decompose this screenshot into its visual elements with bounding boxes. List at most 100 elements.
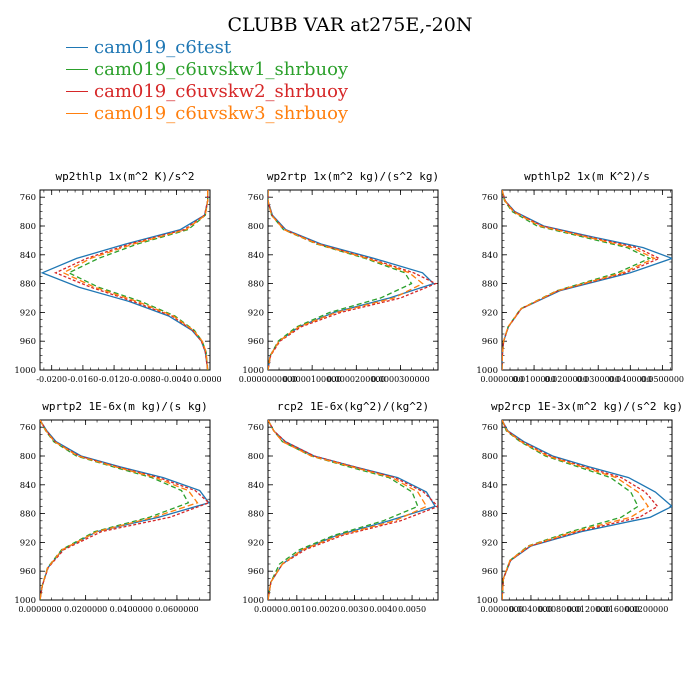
y-tick-label: 1000 bbox=[242, 366, 264, 376]
series-line bbox=[268, 190, 424, 370]
x-tick-label: 0.0000000 bbox=[18, 605, 61, 614]
y-tick-label: 840 bbox=[20, 251, 36, 261]
series-line bbox=[268, 190, 435, 370]
y-tick-label: 960 bbox=[482, 567, 498, 577]
y-tick-label: 920 bbox=[20, 538, 36, 548]
chart-title: wp2rtp 1x(m^2 kg)/(s^2 kg) bbox=[267, 170, 439, 183]
series-line bbox=[268, 420, 438, 600]
y-tick-label: 840 bbox=[482, 481, 498, 491]
chart-title: rcp2 1E-6x(kg^2)/(kg^2) bbox=[277, 400, 429, 413]
y-tick-label: 960 bbox=[20, 567, 36, 577]
y-tick-label: 840 bbox=[248, 251, 264, 261]
plot-frame bbox=[267, 419, 439, 601]
x-tick-label: -0.0040 bbox=[161, 375, 192, 384]
x-tick-label: 0.0000000 bbox=[480, 375, 523, 384]
y-tick-label: 760 bbox=[20, 193, 36, 203]
legend-line bbox=[66, 112, 88, 114]
y-tick-label: 840 bbox=[248, 481, 264, 491]
series-line bbox=[502, 190, 661, 370]
x-tick-label: 0.0030 bbox=[340, 605, 368, 614]
x-tick-label: 0.0100000 bbox=[512, 375, 555, 384]
y-tick-label: 880 bbox=[20, 510, 36, 520]
series-line bbox=[502, 190, 652, 370]
y-tick-label: 760 bbox=[482, 193, 498, 203]
series-line bbox=[40, 420, 199, 600]
y-tick-label: 1000 bbox=[242, 596, 264, 606]
series-line bbox=[502, 190, 656, 370]
x-tick-label: 0.0200000 bbox=[64, 605, 107, 614]
x-tick-label: -0.0160 bbox=[68, 375, 99, 384]
y-tick-label: 800 bbox=[482, 222, 498, 232]
x-tick-label: 0.0120000 bbox=[567, 605, 610, 614]
chart-panel: wp2rcp 1E-3x(m^2 kg)/(s^2 kg) 760 800 840 88… bbox=[476, 400, 683, 614]
x-tick-label: 0.0600000 bbox=[155, 605, 198, 614]
chart-title: wp2thlp 1x(m^2 K)/s^2 bbox=[55, 170, 194, 183]
x-tick-label: 0.0000200000 bbox=[327, 375, 386, 384]
plot-frame bbox=[39, 419, 211, 601]
chart-panel: wp2thlp 1x(m^2 K)/s^2 760 800 840 880 920 960 1… bbox=[14, 170, 221, 384]
y-tick-label: 760 bbox=[248, 193, 264, 203]
chart-panel: wprtp2 1E-6x(m kg)/(s kg) 760 800 840 880 920… bbox=[14, 400, 211, 614]
legend-line bbox=[66, 46, 88, 48]
x-tick-label: 0.0000100000 bbox=[283, 375, 342, 384]
x-tick-label: 0.0400000 bbox=[110, 605, 153, 614]
series-line bbox=[67, 190, 209, 370]
series-line bbox=[502, 190, 672, 370]
y-tick-label: 960 bbox=[248, 567, 264, 577]
y-tick-label: 760 bbox=[482, 423, 498, 433]
series-line bbox=[502, 420, 650, 600]
series-line bbox=[40, 420, 190, 600]
y-tick-label: 1000 bbox=[476, 366, 498, 376]
series-line bbox=[40, 190, 209, 370]
legend-line bbox=[66, 68, 88, 70]
legend-item: cam019_c6uvskw3_shrbuoy bbox=[66, 102, 348, 124]
y-tick-label: 960 bbox=[482, 337, 498, 347]
y-tick-label: 760 bbox=[248, 423, 264, 433]
x-tick-label: 0.0200000 bbox=[545, 375, 588, 384]
y-tick-label: 880 bbox=[482, 280, 498, 290]
legend-label: cam019_c6uvskw1_shrbuoy bbox=[94, 58, 349, 80]
x-tick-label: 0.0010 bbox=[283, 605, 311, 614]
y-tick-label: 960 bbox=[20, 337, 36, 347]
y-tick-label: 840 bbox=[20, 481, 36, 491]
legend-line bbox=[66, 90, 88, 92]
legend-label: cam019_c6uvskw2_shrbuoy bbox=[94, 80, 349, 102]
series-line bbox=[268, 420, 428, 600]
y-tick-label: 920 bbox=[20, 308, 36, 318]
x-tick-label: 0.0500000 bbox=[641, 375, 684, 384]
plot-frame bbox=[267, 189, 439, 371]
y-tick-label: 800 bbox=[20, 222, 36, 232]
y-tick-label: 920 bbox=[248, 308, 264, 318]
plot-frame bbox=[39, 189, 211, 371]
y-tick-label: 840 bbox=[482, 251, 498, 261]
chart-title: wpthlp2 1x(m K^2)/s bbox=[524, 170, 650, 183]
legend-item: cam019_c6test bbox=[66, 36, 348, 58]
x-tick-label: 0.0000 bbox=[254, 605, 282, 614]
y-tick-label: 800 bbox=[20, 452, 36, 462]
series-line bbox=[268, 420, 419, 600]
series-line bbox=[53, 190, 209, 370]
chart-panel: wpthlp2 1x(m K^2)/s 760 800 840 880 920 960 100… bbox=[476, 170, 684, 384]
legend-label: cam019_c6uvskw3_shrbuoy bbox=[94, 102, 349, 124]
x-tick-label: 0.0080000 bbox=[538, 605, 581, 614]
y-tick-label: 920 bbox=[248, 538, 264, 548]
x-tick-label: 0.0020 bbox=[312, 605, 340, 614]
chart-panel: wp2rtp 1x(m^2 kg)/(s^2 kg)760 800 840 880 92… bbox=[239, 170, 439, 384]
plot-frame bbox=[501, 189, 673, 371]
x-tick-label: -0.0120 bbox=[99, 375, 130, 384]
legend-label: cam019_c6test bbox=[94, 36, 232, 58]
y-tick-label: 880 bbox=[482, 510, 498, 520]
x-tick-label: -0.0200 bbox=[36, 375, 67, 384]
y-tick-label: 800 bbox=[248, 452, 264, 462]
x-tick-label: 0.0000000 bbox=[480, 605, 523, 614]
x-tick-label: 0.0050 bbox=[398, 605, 426, 614]
y-tick-label: 960 bbox=[248, 337, 264, 347]
x-tick-label: 0.0040000 bbox=[509, 605, 552, 614]
y-tick-label: 760 bbox=[20, 423, 36, 433]
y-tick-label: 1000 bbox=[14, 366, 36, 376]
chart-panel: rcp2 1E-6x(kg^2)/(kg^2) 760 800 840 880 920 96… bbox=[242, 400, 439, 614]
x-tick-label: 0.0200000 bbox=[625, 605, 668, 614]
y-tick-label: 800 bbox=[248, 222, 264, 232]
chart-title: wprtp2 1E-6x(m kg)/(s kg) bbox=[42, 400, 208, 413]
